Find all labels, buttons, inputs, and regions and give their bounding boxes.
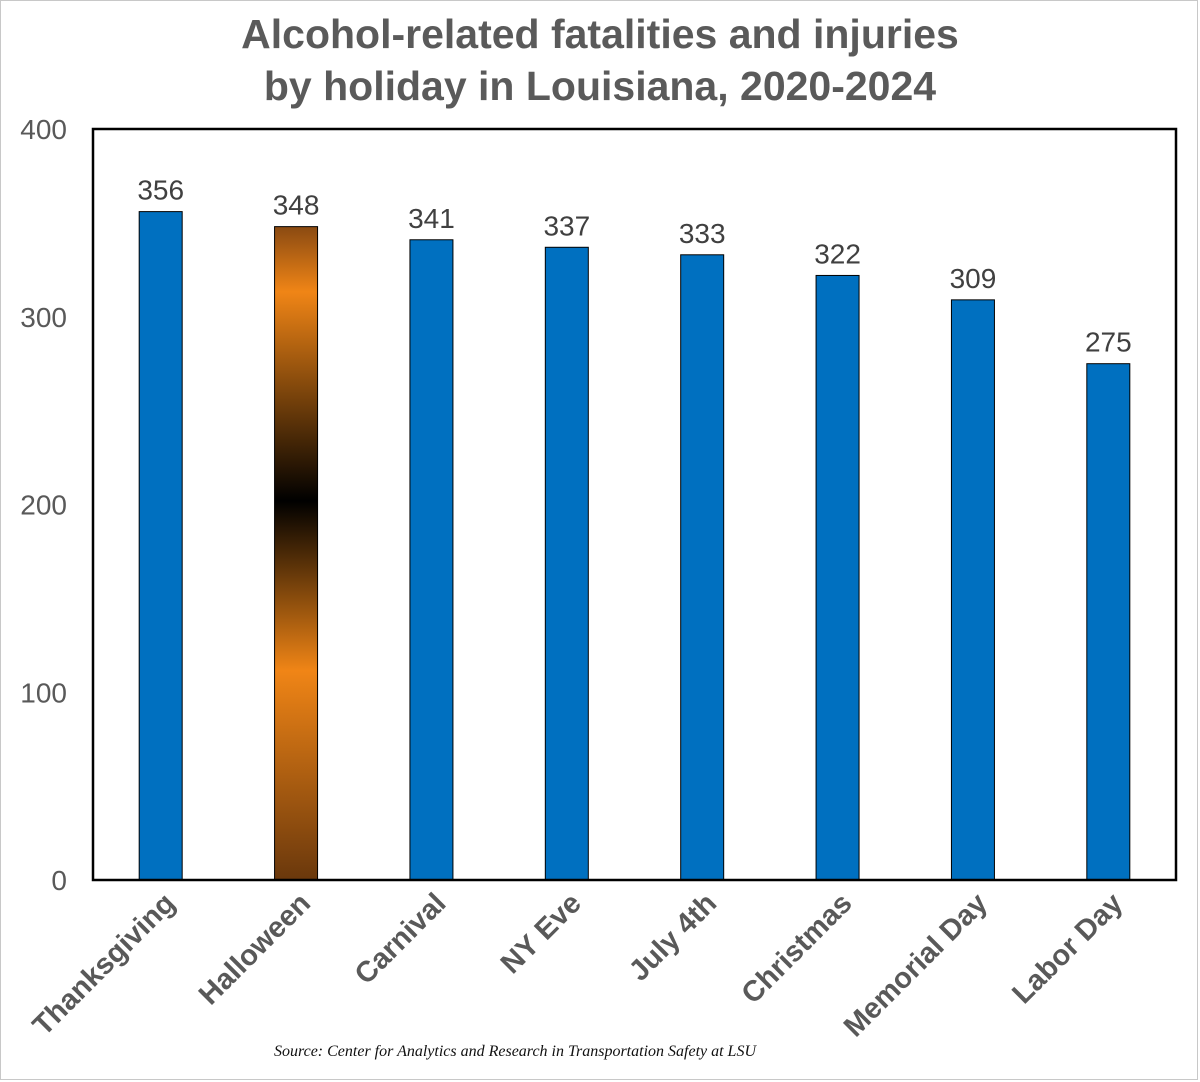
- y-tick-label: 300: [20, 302, 67, 333]
- data-label: 341: [408, 203, 455, 234]
- bar: [815, 274, 860, 881]
- x-tick-label: Thanksgiving: [27, 887, 182, 1042]
- x-tick-label: July 4th: [623, 887, 723, 987]
- x-tick-label: Christmas: [736, 887, 859, 1010]
- chart-title: Alcohol-related fatalities and injuries …: [0, 8, 1200, 112]
- bars: [138, 211, 1131, 881]
- y-tick-label: 0: [51, 865, 67, 896]
- source-note: Source: Center for Analytics and Researc…: [273, 1043, 757, 1060]
- bar: [409, 239, 454, 881]
- bar: [274, 226, 319, 881]
- bar: [950, 299, 995, 881]
- bar: [138, 211, 183, 881]
- data-label: 348: [273, 190, 320, 221]
- x-tick-label: Halloween: [193, 887, 317, 1011]
- chart-title-line-2: by holiday in Louisiana, 2020-2024: [263, 63, 937, 109]
- data-label: 333: [679, 218, 726, 249]
- data-labels: 356 348 341 337 333 322 309 275: [137, 175, 1131, 358]
- chart-title-line-1: Alcohol-related fatalities and injuries: [241, 11, 959, 57]
- data-label: 356: [137, 175, 184, 206]
- x-axis-labels: Thanksgiving Halloween Carnival NY Eve July …: [27, 887, 1129, 1043]
- bar: [1086, 363, 1131, 881]
- plot-area-border: [91, 127, 1178, 882]
- y-tick-label: 400: [20, 114, 67, 145]
- data-label: 275: [1085, 327, 1132, 358]
- x-tick-label: NY Eve: [495, 887, 588, 980]
- data-label: 322: [814, 238, 861, 269]
- x-tick-label: Carnival: [349, 887, 453, 991]
- x-tick-label: Memorial Day: [838, 887, 994, 1043]
- y-axis-ticks: 0 100 200 300 400: [20, 114, 67, 896]
- y-tick-label: 200: [20, 490, 67, 521]
- bar: [680, 254, 725, 881]
- data-label: 337: [543, 210, 590, 241]
- data-label: 309: [950, 263, 997, 294]
- x-tick-label: Labor Day: [1006, 887, 1129, 1010]
- y-tick-label: 100: [20, 677, 67, 708]
- bar: [544, 246, 589, 881]
